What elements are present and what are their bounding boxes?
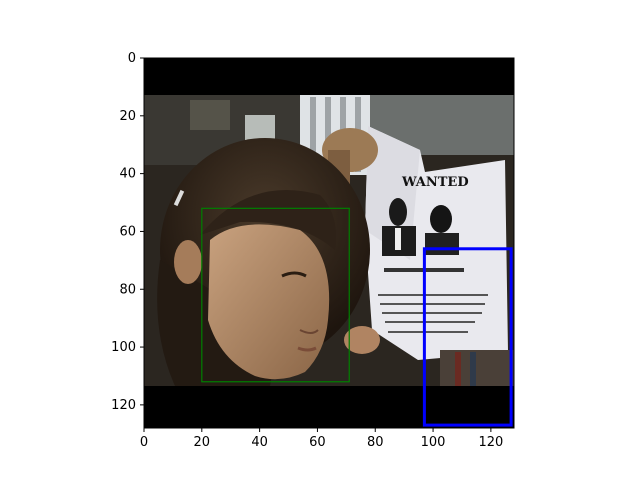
y-tick-label: 80 xyxy=(119,282,136,297)
x-tick-label: 40 xyxy=(251,435,268,450)
x-tick-label: 100 xyxy=(421,435,446,450)
x-tick-label: 0 xyxy=(140,435,148,450)
x-tick-label: 120 xyxy=(478,435,503,450)
bounding-boxes xyxy=(201,207,513,427)
poster-heading: WANTED xyxy=(401,175,469,190)
green-box xyxy=(201,207,350,383)
x-tick-label: 20 xyxy=(194,435,211,450)
x-tick-label: 80 xyxy=(367,435,384,450)
y-tick-label: 20 xyxy=(119,109,136,124)
axes-frame xyxy=(143,57,515,429)
x-tick-label: 60 xyxy=(309,435,326,450)
y-tick-label: 0 xyxy=(128,51,136,66)
y-tick-label: 100 xyxy=(111,340,136,355)
y-tick-label: 120 xyxy=(111,398,136,413)
x-axis: 0 20 40 60 80 100 120 xyxy=(140,428,503,450)
photo-image: WANTED xyxy=(144,58,514,428)
blue-box xyxy=(422,247,513,427)
y-tick-label: 60 xyxy=(119,224,136,239)
y-tick-label: 40 xyxy=(119,167,136,182)
y-axis: 0 20 40 60 80 100 120 xyxy=(111,51,144,413)
